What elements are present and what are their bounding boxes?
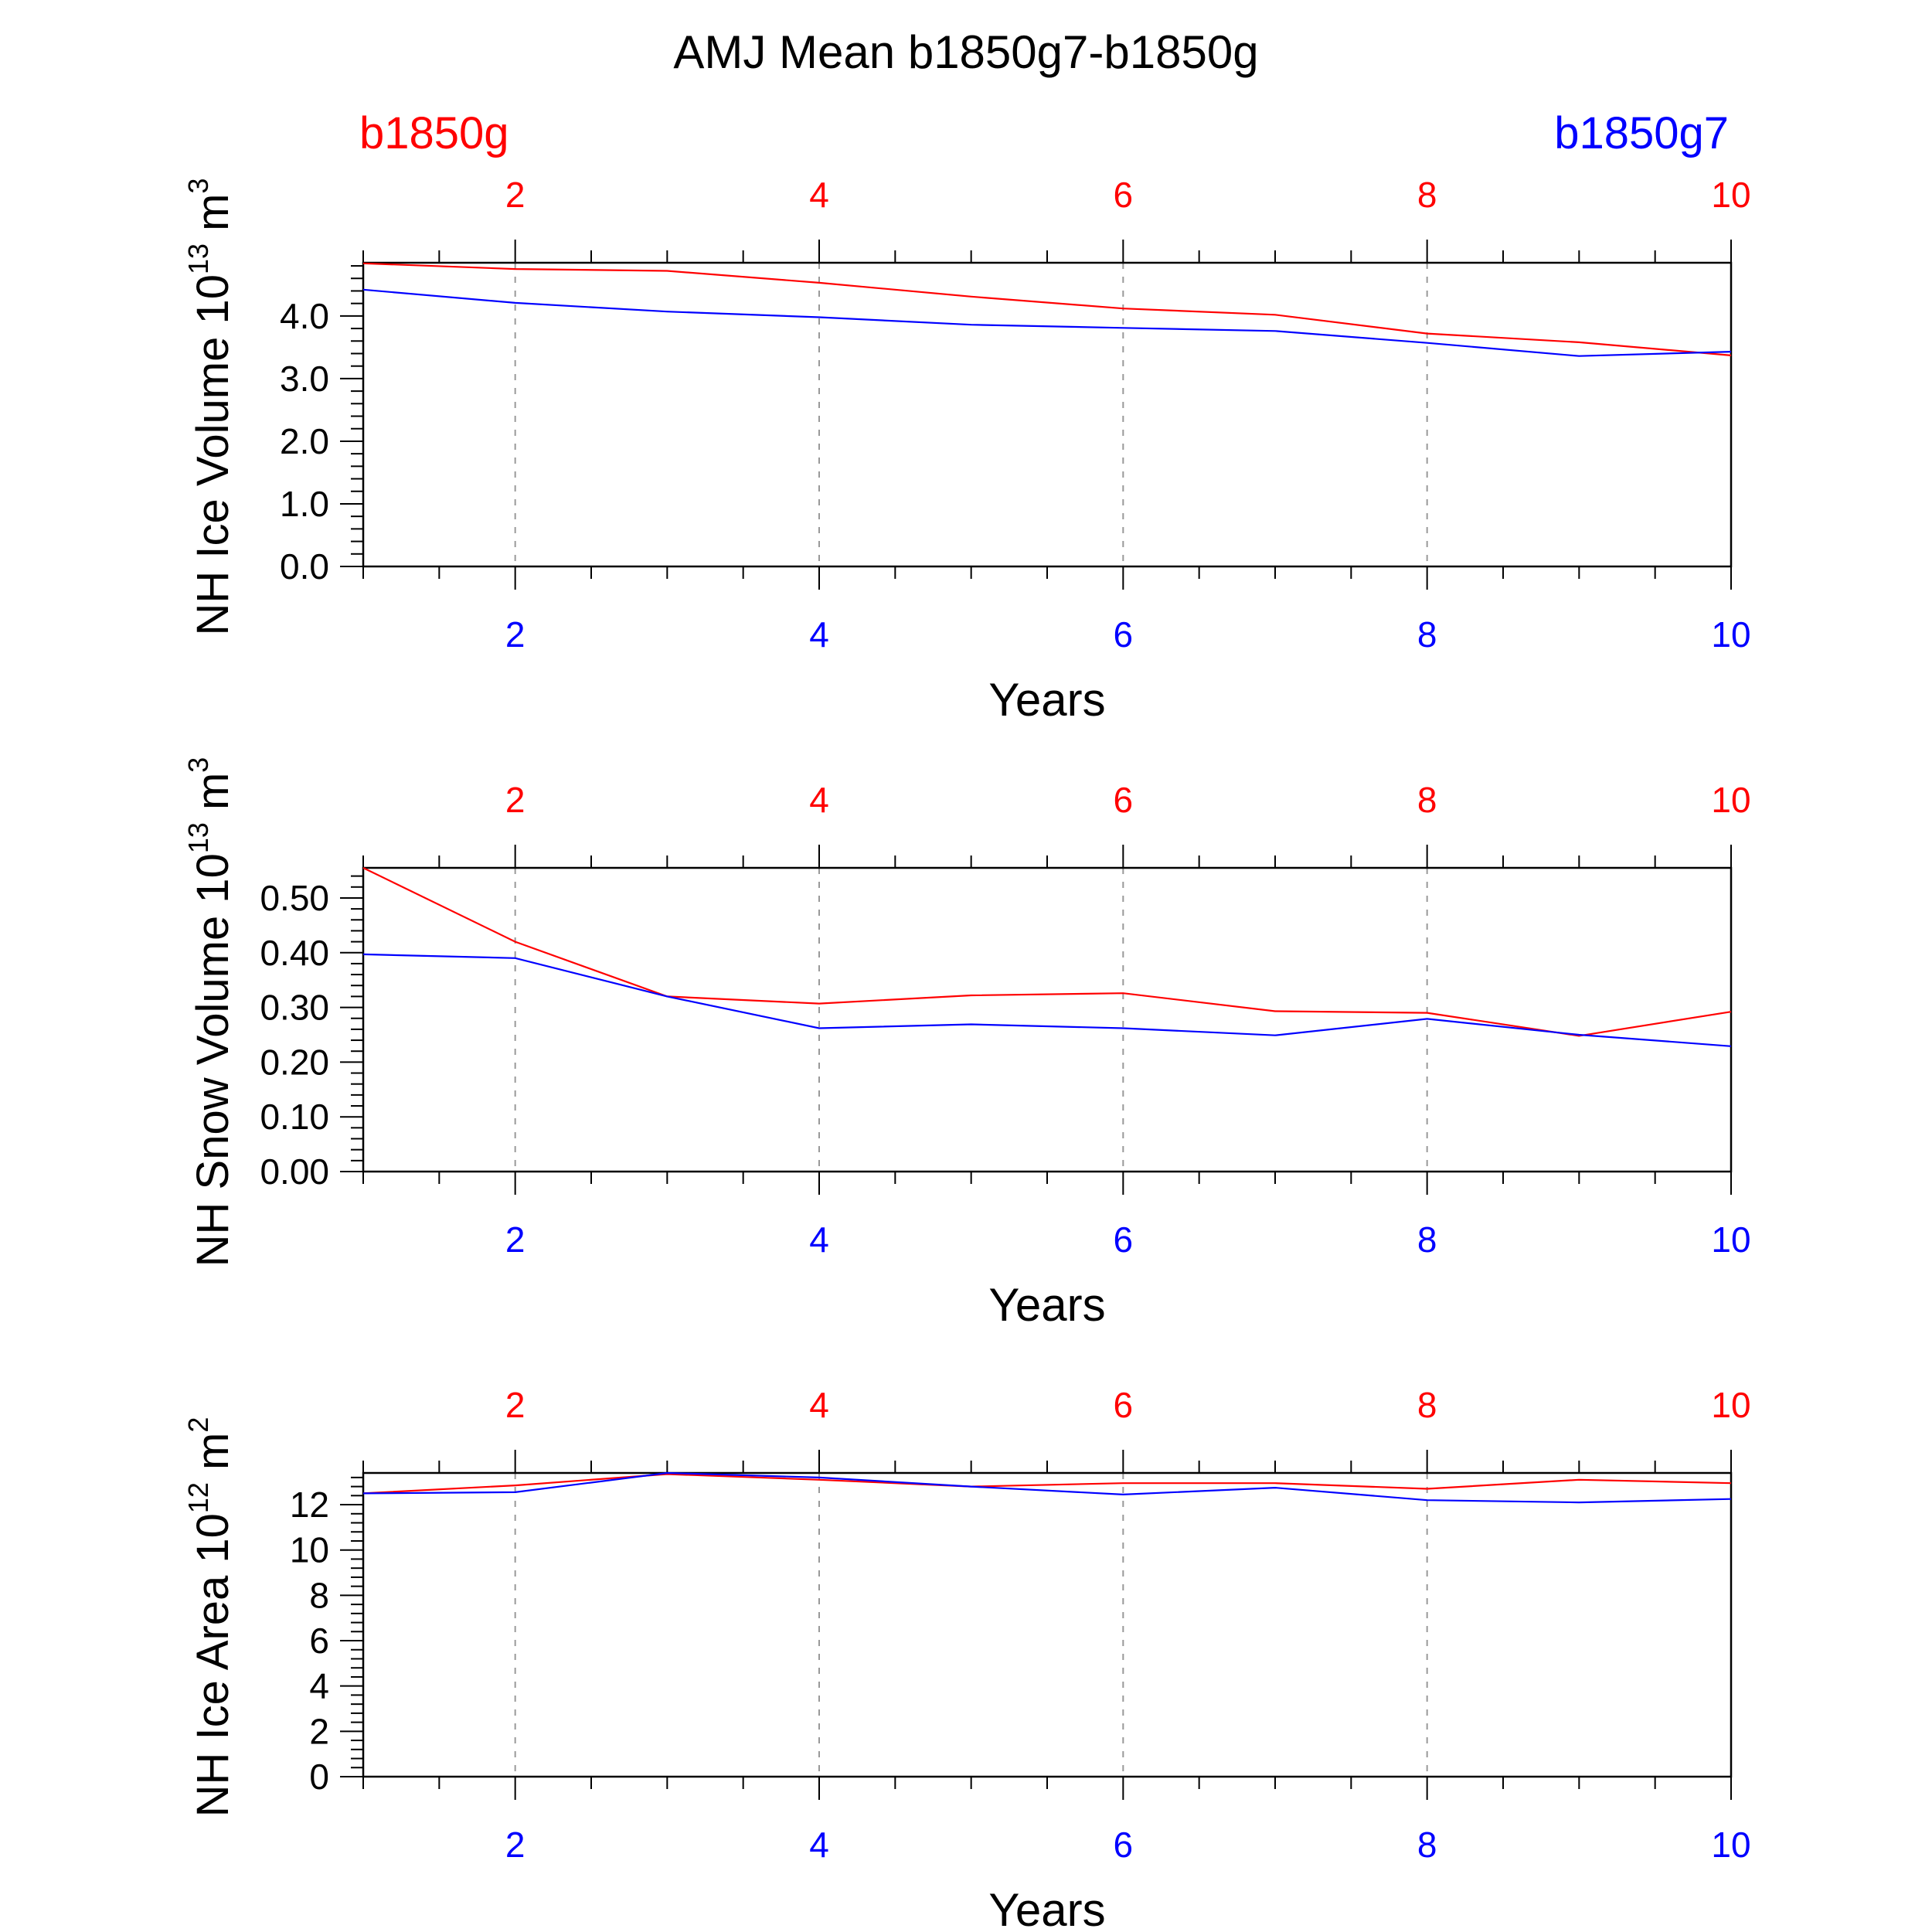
x-tick-label-bottom: 6	[1114, 1825, 1134, 1865]
y-axis-title: NH Snow Volume 1013 m3	[182, 757, 238, 1267]
x-tick-label-bottom: 6	[1114, 614, 1134, 655]
x-axis-title: Years	[988, 1279, 1105, 1331]
x-tick-label-top: 6	[1114, 1385, 1134, 1425]
panels: 2 2 4 4 6 6 8 8 10 10 0.0 1.0 2.0 3.0 4.0 Years NH Ice V…	[182, 175, 1751, 1932]
y-tick-label: 0.00	[260, 1151, 329, 1192]
series-line-b1850g	[362, 262, 1732, 356]
plot-frame	[362, 1471, 1733, 1778]
x-tick-label-top: 8	[1417, 175, 1437, 215]
y-tick-label: 0.10	[260, 1097, 329, 1137]
x-tick-label-top: 4	[809, 175, 829, 215]
series-line-b1850g7	[362, 953, 1732, 1047]
x-tick-label-bottom: 8	[1417, 614, 1437, 655]
legend-left-label: b1850g	[359, 108, 509, 158]
x-tick-label-top: 4	[809, 1385, 829, 1425]
y-tick-label: 6	[309, 1621, 329, 1661]
x-tick-label-top: 6	[1114, 175, 1134, 215]
series-line-b1850g7	[362, 1471, 1732, 1504]
y-tick-label: 3.0	[280, 359, 329, 399]
panel-1: 2 2 4 4 6 6 8 8 10 10 0.0 1.0 2.0 3.0 4.0 Years NH Ice V…	[182, 175, 1751, 726]
y-tick-label: 2.0	[280, 421, 329, 461]
y-axis-title: NH Ice Area 1012 m2	[182, 1417, 238, 1818]
x-axis-title: Years	[988, 1884, 1105, 1932]
plot-frame	[362, 866, 1733, 1173]
y-tick-label: 0.50	[260, 878, 329, 918]
y-axis-title: NH Ice Volume 1013 m3	[182, 179, 238, 636]
plot-frame	[362, 261, 1733, 568]
x-tick-label-top: 10	[1711, 1385, 1750, 1425]
legend-right-label: b1850g7	[1554, 108, 1729, 158]
x-tick-label-bottom: 8	[1417, 1219, 1437, 1260]
series-line-b1850g	[362, 867, 1732, 1037]
y-tick-label: 0	[309, 1757, 329, 1797]
chart-title: AMJ Mean b1850g7-b1850g	[673, 26, 1258, 78]
x-tick-label-bottom: 2	[505, 614, 526, 655]
x-tick-label-bottom: 10	[1711, 1219, 1750, 1260]
series-line-b1850g7	[362, 288, 1732, 357]
x-tick-label-bottom: 4	[809, 1219, 829, 1260]
y-tick-label: 1.0	[280, 484, 329, 524]
series-line-b1850g	[362, 1473, 1732, 1495]
y-tick-label: 8	[309, 1575, 329, 1615]
x-tick-label-top: 8	[1417, 780, 1437, 820]
y-tick-label: 0.30	[260, 988, 329, 1028]
x-tick-label-bottom: 6	[1114, 1219, 1134, 1260]
y-tick-label: 2	[309, 1711, 329, 1751]
panel-3: 2 2 4 4 6 6 8 8 10 10 0 2 4 6 8 10 12 Years NH Ice Area 10…	[182, 1385, 1751, 1932]
x-tick-label-bottom: 10	[1711, 1825, 1750, 1865]
x-tick-label-bottom: 2	[505, 1219, 526, 1260]
x-tick-label-bottom: 4	[809, 614, 829, 655]
x-tick-label-top: 2	[505, 1385, 526, 1425]
y-tick-label: 10	[290, 1530, 329, 1570]
x-tick-label-top: 10	[1711, 175, 1750, 215]
x-tick-label-top: 8	[1417, 1385, 1437, 1425]
x-tick-label-top: 2	[505, 780, 526, 820]
x-tick-label-top: 6	[1114, 780, 1134, 820]
y-tick-label: 0.0	[280, 546, 329, 587]
panel-2: 2 2 4 4 6 6 8 8 10 10 0.00 0.10 0.20 0.30 0.40 0.50 Year…	[182, 757, 1751, 1331]
y-tick-label: 0.40	[260, 933, 329, 973]
x-tick-label-bottom: 8	[1417, 1825, 1437, 1865]
x-tick-label-bottom: 4	[809, 1825, 829, 1865]
x-tick-label-top: 10	[1711, 780, 1750, 820]
x-tick-label-bottom: 2	[505, 1825, 526, 1865]
x-tick-label-top: 2	[505, 175, 526, 215]
y-tick-label: 4	[309, 1666, 329, 1706]
x-axis-title: Years	[988, 674, 1105, 726]
y-tick-label: 0.20	[260, 1042, 329, 1082]
x-tick-label-bottom: 10	[1711, 614, 1750, 655]
x-tick-label-top: 4	[809, 780, 829, 820]
y-tick-label: 4.0	[280, 296, 329, 336]
y-tick-label: 12	[290, 1485, 329, 1525]
